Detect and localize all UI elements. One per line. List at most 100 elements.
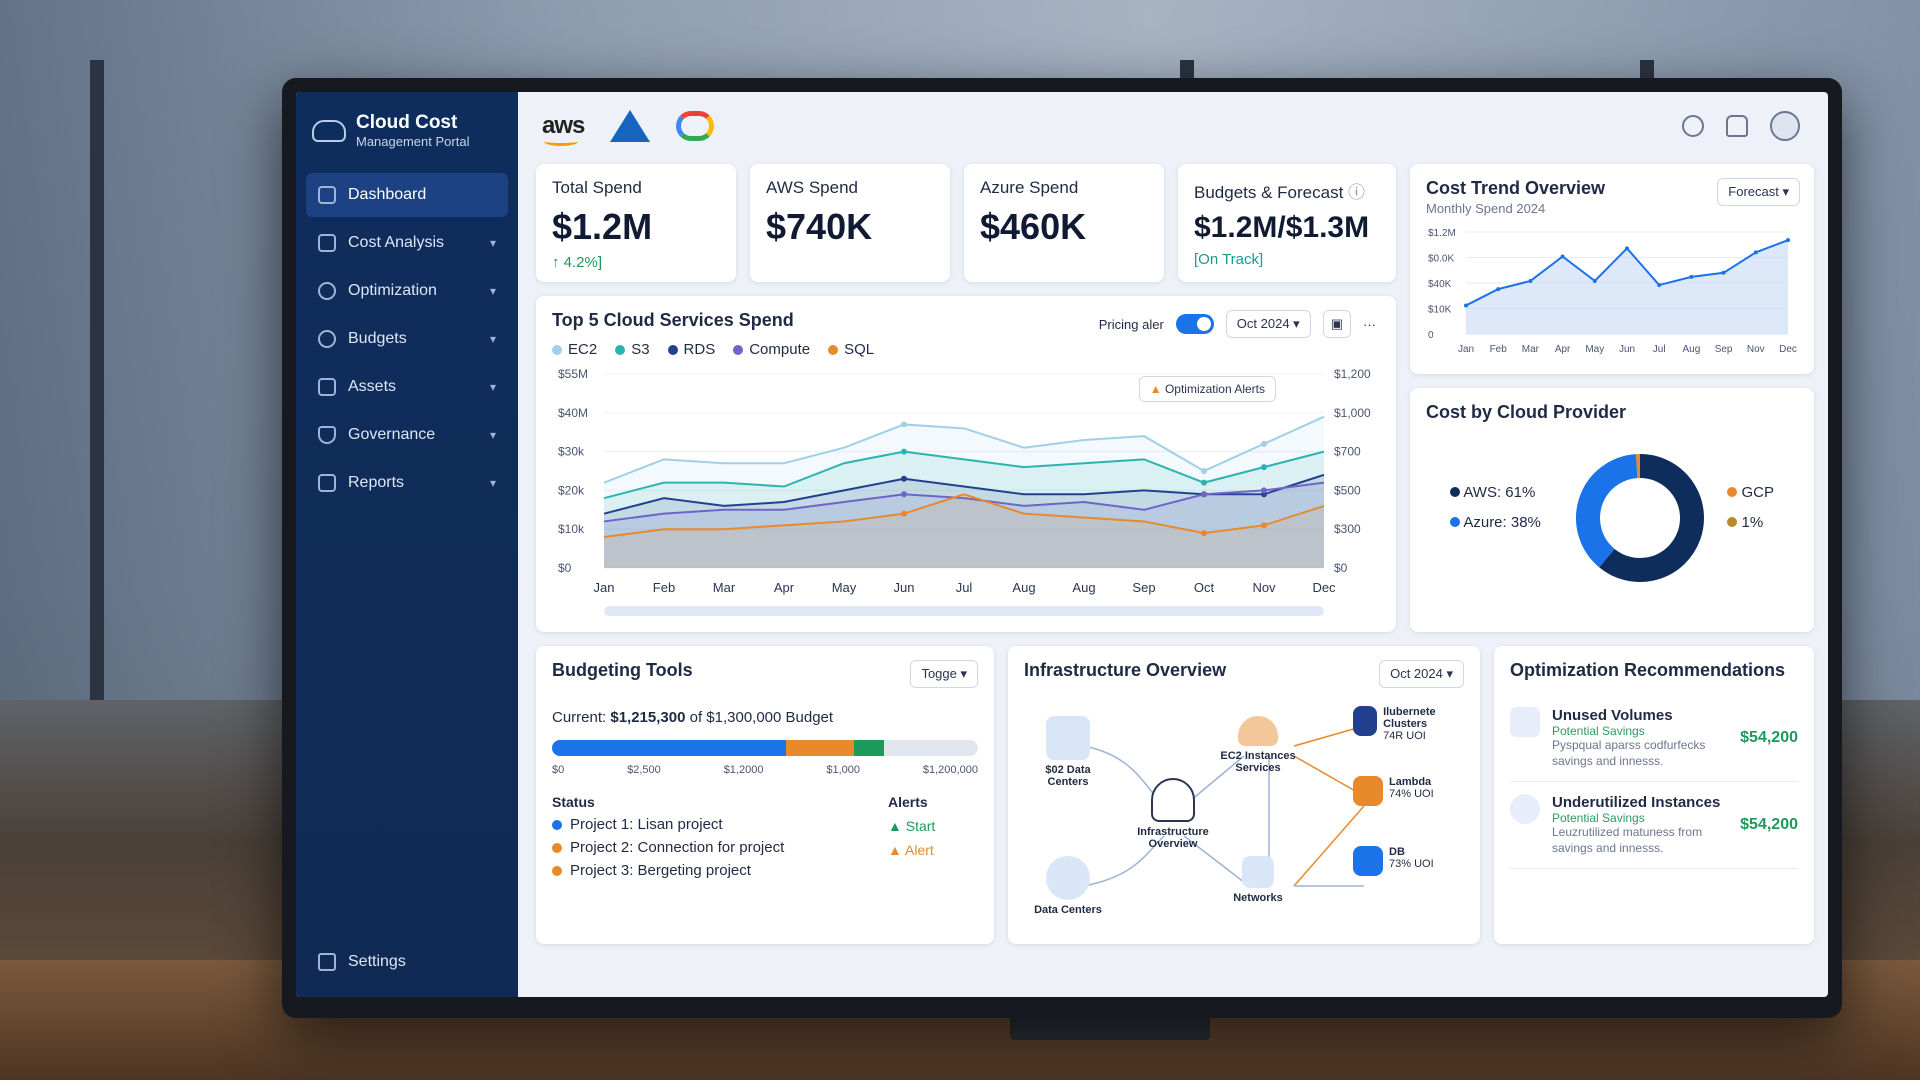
sidebar-item-label: Optimization — [348, 282, 437, 299]
kpi-status: [On Track] — [1194, 251, 1264, 268]
rec-savings: $54,200 — [1740, 729, 1798, 747]
aws-logo[interactable]: aws — [542, 112, 585, 146]
x-tick-label: Oct — [1194, 580, 1215, 595]
period-dropdown[interactable]: Oct 2024 ▾ — [1225, 310, 1311, 338]
sidebar-nav: Dashboard Cost Analysis ▾ Optimization ▾ B… — [296, 173, 518, 505]
infra-node-k8s[interactable]: Ilubernete Clusters 74R UOI — [1353, 706, 1463, 742]
chevron-down-icon: ▾ — [489, 428, 496, 442]
calendar-icon[interactable]: ▣ — [1322, 310, 1351, 338]
provider-card: Cost by Cloud Provider AWS: 61% Azure: 3… — [1410, 388, 1814, 632]
card-title: Optimization Recommendations — [1510, 660, 1786, 680]
database-icon — [1353, 846, 1383, 876]
recommendation-item[interactable]: Underutilized Instances Potential Savings… — [1510, 782, 1798, 870]
lambda-icon — [1353, 776, 1383, 806]
sidebar-item-label: Budgets — [348, 330, 407, 347]
card-title: Cost Trend Overview — [1426, 178, 1606, 198]
project-item[interactable]: Project 2: Connection for project — [552, 839, 888, 856]
node-label: Infrastructure Overview — [1137, 826, 1209, 850]
legend-item[interactable]: S3 — [615, 341, 650, 358]
trend-point — [1753, 250, 1758, 255]
infra-node-ec2[interactable]: EC2 Instances Services — [1208, 716, 1308, 774]
y-tick-label: $40K — [1428, 279, 1452, 290]
main-content: aws Total Spend $1.2M ↑ 4.2%] AWS Spend … — [518, 92, 1828, 997]
gcp-logo[interactable] — [676, 111, 715, 141]
pricing-alert-toggle[interactable] — [1175, 314, 1214, 334]
legend-label: 1% — [1741, 514, 1764, 531]
more-icon[interactable]: ··· — [1363, 316, 1376, 332]
legend-item[interactable]: EC2 — [552, 341, 597, 358]
brand: Cloud Cost Management Portal — [296, 92, 518, 167]
warning-icon: ▲ — [888, 842, 902, 858]
document-icon — [318, 474, 336, 492]
alerts-column: Alerts ▲ Start ▲ Alert — [888, 794, 978, 885]
infra-node-db[interactable]: DB 73% UOI — [1353, 846, 1463, 876]
optimization-alerts-badge[interactable]: ▲ Optimization Alerts — [1138, 376, 1276, 402]
azure-logo[interactable] — [610, 110, 651, 142]
legend-item[interactable]: SQL — [828, 341, 874, 358]
infra-node-lambda[interactable]: Lambda 74% UOI — [1353, 776, 1463, 806]
infra-node-center[interactable]: Infrastructure Overview — [1128, 778, 1218, 850]
forecast-dropdown[interactable]: Forecast ▾ — [1717, 178, 1800, 206]
kpi-total-spend[interactable]: Total Spend $1.2M ↑ 4.2%] — [536, 164, 736, 282]
alert-item[interactable]: ▲ Alert — [888, 842, 978, 858]
kpi-value: $740K — [766, 206, 873, 247]
infra-node-networks[interactable]: Networks — [1218, 856, 1298, 904]
x-tick-label: Dec — [1779, 344, 1797, 355]
kpi-budget-forecast[interactable]: Budgets & Forecast ⓘ $1.2M/$1.3M [On Tra… — [1178, 164, 1396, 282]
current-prefix: Current: — [552, 709, 607, 726]
dropdown-label: Oct 2024 — [1236, 316, 1290, 331]
provider-donut-chart — [1576, 454, 1704, 582]
grid-icon — [318, 186, 336, 204]
sidebar-item-reports[interactable]: Reports ▾ — [306, 461, 508, 505]
chart-legend: EC2 S3 RDS Compute SQL — [552, 341, 1380, 358]
sidebar-item-label: Cost Analysis — [348, 234, 445, 251]
x-tick-label: Aug — [1012, 580, 1035, 595]
node-utilization: 73% UOI — [1389, 858, 1434, 870]
info-icon[interactable]: ⓘ — [1348, 183, 1366, 202]
legend-item[interactable]: Compute — [733, 341, 810, 358]
user-avatar-icon[interactable] — [1770, 111, 1800, 141]
sidebar-item-dashboard[interactable]: Dashboard — [306, 173, 508, 217]
sidebar-item-cost-analysis[interactable]: Cost Analysis ▾ — [306, 221, 508, 265]
project-item[interactable]: Project 1: Lisan project — [552, 816, 888, 833]
kpi-aws-spend[interactable]: AWS Spend $740K — [750, 164, 950, 282]
x-tick-label: Mar — [713, 580, 736, 595]
progress-segment-committed — [786, 740, 855, 756]
kpi-value: $1.2M/$1.3M — [1194, 211, 1370, 244]
recommendation-item[interactable]: Unused Volumes Potential Savings Pyspqual … — [1510, 695, 1798, 783]
x-tick-label: Jan — [1458, 344, 1474, 355]
infra-node-data-centers[interactable]: $02 Data Centers — [1028, 716, 1108, 788]
gauge-icon — [318, 282, 336, 300]
project-item[interactable]: Project 3: Bergeting project — [552, 862, 888, 879]
series-area — [604, 416, 1324, 568]
legend-item[interactable]: RDS — [667, 341, 715, 358]
cloud-server-icon — [1238, 716, 1278, 746]
infra-node-data-centers-2[interactable]: Data Centers — [1028, 856, 1108, 916]
budgeting-toggle-dropdown[interactable]: Togge ▾ — [910, 660, 978, 688]
sidebar-item-settings[interactable]: Settings — [306, 953, 418, 971]
trend-area — [1466, 240, 1788, 334]
sidebar-item-budgets[interactable]: Budgets ▾ — [306, 317, 508, 361]
folder-icon — [318, 378, 336, 396]
kpi-azure-spend[interactable]: Azure Spend $460K — [964, 164, 1164, 282]
gear-icon[interactable] — [1682, 115, 1704, 137]
sidebar-item-optimization[interactable]: Optimization ▾ — [306, 269, 508, 313]
series-point — [901, 448, 907, 455]
rec-subtitle: Potential Savings — [1552, 724, 1645, 738]
y-tick-label: $30k — [558, 445, 585, 459]
cloud-icon — [1151, 778, 1195, 822]
card-title: Cost by Cloud Provider — [1426, 402, 1627, 422]
sidebar-item-assets[interactable]: Assets ▾ — [306, 365, 508, 409]
alert-item[interactable]: ▲ Start — [888, 818, 978, 834]
y-tick-label: $20k — [558, 483, 585, 497]
bell-icon[interactable] — [1726, 115, 1748, 137]
sidebar-item-governance[interactable]: Governance ▾ — [306, 413, 508, 457]
infra-period-dropdown[interactable]: Oct 2024 ▾ — [1379, 660, 1464, 688]
series-point — [1201, 530, 1207, 537]
y-tick-label: $10k — [558, 522, 585, 536]
alerts-heading: Alerts — [888, 794, 928, 810]
badge-label: Optimization Alerts — [1164, 382, 1265, 396]
legend-label: EC2 — [568, 341, 598, 358]
project-list: Project 1: Lisan project Project 2: Conn… — [552, 816, 888, 879]
x-tick-label: Jun — [1619, 344, 1635, 355]
